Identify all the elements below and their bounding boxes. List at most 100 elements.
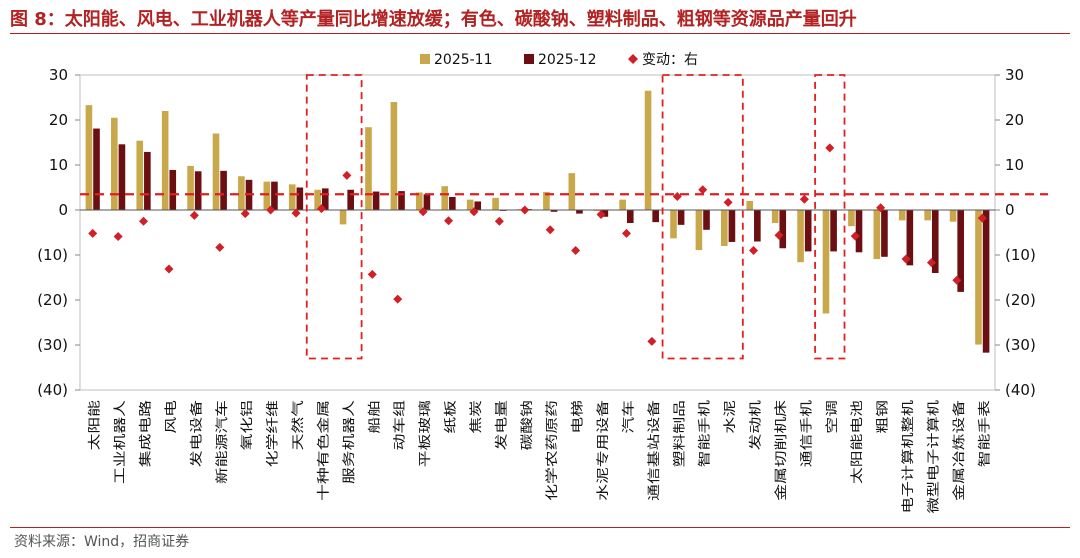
bar-2025-11: [492, 197, 499, 210]
bar-2025-11: [670, 210, 677, 239]
bar-2025-12: [423, 194, 431, 210]
change-point: [291, 208, 301, 218]
category-label: 化学纤维: [265, 400, 280, 467]
bar-2025-11: [136, 140, 144, 210]
y-tick-label: (30): [37, 336, 68, 354]
bar-2025-12: [728, 210, 736, 242]
bar-2025-11: [212, 133, 220, 210]
y2-tick-label: (20): [1005, 291, 1036, 309]
category-label: 新能源汽车: [214, 400, 229, 484]
bar-2025-12: [271, 181, 278, 210]
bar-2025-12: [372, 191, 380, 210]
bar-2025-11: [771, 210, 779, 224]
bar-2025-11: [263, 181, 271, 210]
bar-2025-11: [390, 102, 398, 210]
y-tick-label: (20): [37, 291, 68, 309]
legend-swatch: [420, 54, 430, 64]
bar-2025-11: [746, 201, 754, 210]
bar-2025-12: [703, 210, 710, 230]
bar-2025-12: [321, 188, 329, 210]
bar-2025-12: [144, 151, 151, 210]
bar-2025-12: [93, 128, 100, 210]
bar-2025-11: [111, 117, 118, 210]
change-point: [850, 231, 860, 241]
y2-tick-label: 10: [1005, 156, 1024, 174]
category-label: 太阳能: [87, 399, 102, 450]
bar-2025-12: [881, 210, 888, 257]
category-label: 碳酸钠: [519, 400, 534, 450]
bar-2025-11: [441, 186, 449, 210]
category-label: 天然气: [290, 399, 305, 450]
bar-2025-12: [830, 210, 837, 252]
change-point: [139, 216, 149, 226]
y-tick-label: (40): [37, 381, 68, 399]
change-point: [240, 209, 250, 219]
change-point: [418, 207, 428, 217]
category-label: 十种有色金属: [315, 400, 330, 501]
category-label: 塑料制品: [671, 400, 686, 467]
category-label: 发电设备: [188, 399, 203, 467]
change-point: [266, 205, 276, 215]
category-label: 微型电子计算机: [925, 399, 940, 513]
change-point: [672, 192, 682, 201]
bar-2025-11: [365, 127, 372, 210]
y-axis-left: 30 20 10 0 (10) (20) (30) (40): [37, 66, 80, 399]
highlight-boxes: [305, 74, 846, 360]
bar-2025-11: [85, 105, 93, 210]
bar-2025-11: [339, 210, 347, 225]
title-divider: [10, 33, 1070, 34]
change-point: [723, 197, 733, 207]
bar-2025-11: [721, 210, 728, 246]
category-label: 服务机器人: [341, 399, 356, 484]
y-tick-label: 10: [49, 156, 68, 174]
bar-2025-12: [118, 144, 126, 210]
bar-2025-12: [677, 210, 685, 225]
bar-2025-12: [855, 210, 863, 253]
y-tick-label: (10): [37, 246, 68, 264]
category-label: 集成电路: [138, 399, 153, 467]
category-label: 金属冶炼设备: [951, 399, 966, 500]
bar-2025-12: [779, 210, 787, 249]
category-label: 太阳能电池: [849, 399, 864, 484]
bar-2025-12: [957, 210, 964, 292]
bar-2025-11: [949, 210, 957, 222]
legend-label: 变动：右: [642, 52, 698, 68]
change-point: [952, 275, 962, 285]
change-point: [393, 294, 403, 304]
category-label: 焦炭: [468, 400, 483, 434]
change-point: [444, 216, 454, 226]
y2-tick-label: (10): [1005, 246, 1036, 264]
change-point: [545, 225, 555, 235]
change-point: [316, 204, 326, 214]
change-point: [469, 207, 479, 217]
legend-label: 2025-12: [538, 52, 597, 68]
y-tick-label: 20: [49, 111, 68, 129]
x-axis-labels: 太阳能 工业机器人 集成电路 风电 发电设备 新能源汽车 氧化铝 化学纤维 天然气 十种有色金属服…: [87, 399, 992, 513]
change-point: [113, 232, 123, 242]
bar-2025-12: [220, 170, 227, 210]
bar-2025-12: [169, 169, 177, 210]
bar-2025-12: [347, 189, 354, 210]
bar-2025-12: [474, 201, 482, 210]
category-label: 智能手机: [697, 399, 712, 467]
y2-tick-label: (40): [1005, 381, 1036, 399]
change-point: [977, 213, 987, 223]
legend-label: 2025-11: [434, 52, 493, 68]
change-point: [494, 216, 504, 226]
change-point: [774, 230, 784, 240]
change-point: [88, 228, 98, 238]
legend-marker: [628, 54, 638, 64]
highlight-box: [661, 74, 744, 360]
category-label: 纸板: [443, 399, 458, 433]
y-axis-right: 30 20 10 0 (10) (20) (30) (40): [995, 66, 1036, 399]
category-label: 电子计算机整机: [900, 399, 915, 513]
bar-2025-11: [975, 210, 982, 345]
bar-2025-12: [754, 210, 761, 242]
bar-2025-11: [644, 90, 652, 210]
bar-2025-12: [931, 210, 939, 273]
y2-tick-label: (30): [1005, 336, 1036, 354]
category-label: 工业机器人: [112, 399, 127, 484]
category-label: 水泥专用设备: [595, 399, 610, 500]
change-point: [825, 143, 835, 153]
